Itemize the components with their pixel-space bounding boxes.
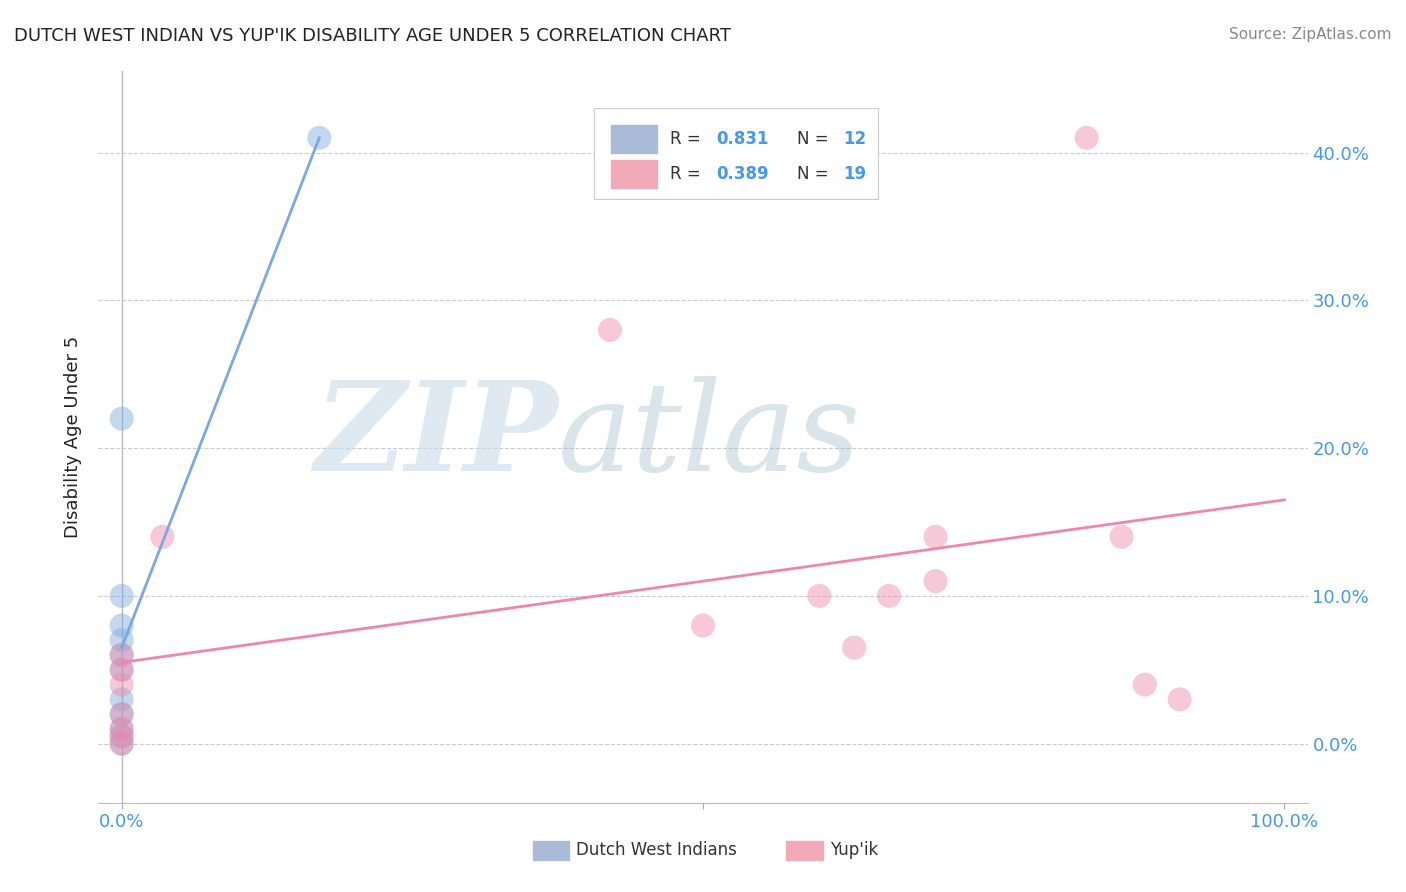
- Point: [924, 574, 946, 589]
- Text: ZIP: ZIP: [314, 376, 558, 498]
- Point: [111, 663, 134, 677]
- Text: Yup'ik: Yup'ik: [830, 841, 879, 859]
- Text: N =: N =: [797, 130, 830, 148]
- Text: R =: R =: [671, 130, 702, 148]
- Point: [111, 663, 134, 677]
- Point: [111, 722, 134, 736]
- Point: [150, 530, 173, 544]
- Point: [111, 729, 134, 743]
- Point: [111, 648, 134, 662]
- Text: 0.831: 0.831: [716, 130, 769, 148]
- FancyBboxPatch shape: [786, 841, 823, 860]
- Point: [111, 737, 134, 751]
- FancyBboxPatch shape: [533, 841, 569, 860]
- Point: [599, 323, 621, 337]
- Point: [111, 633, 134, 648]
- FancyBboxPatch shape: [595, 108, 879, 200]
- Text: atlas: atlas: [558, 376, 862, 498]
- Text: 0.389: 0.389: [716, 165, 769, 183]
- Point: [111, 589, 134, 603]
- Text: R =: R =: [671, 165, 702, 183]
- Text: 12: 12: [844, 130, 866, 148]
- Point: [111, 707, 134, 722]
- Y-axis label: Disability Age Under 5: Disability Age Under 5: [65, 336, 83, 538]
- FancyBboxPatch shape: [612, 160, 657, 187]
- Point: [111, 648, 134, 662]
- Text: N =: N =: [797, 165, 830, 183]
- Point: [111, 707, 134, 722]
- Point: [111, 411, 134, 425]
- Text: Source: ZipAtlas.com: Source: ZipAtlas.com: [1229, 27, 1392, 42]
- Point: [111, 737, 134, 751]
- Text: 19: 19: [844, 165, 866, 183]
- Point: [692, 618, 714, 632]
- Point: [111, 692, 134, 706]
- Point: [1076, 131, 1098, 145]
- Point: [111, 729, 134, 743]
- Point: [1111, 530, 1133, 544]
- Point: [308, 131, 330, 145]
- Text: DUTCH WEST INDIAN VS YUP'IK DISABILITY AGE UNDER 5 CORRELATION CHART: DUTCH WEST INDIAN VS YUP'IK DISABILITY A…: [14, 27, 731, 45]
- Point: [844, 640, 866, 655]
- Point: [111, 618, 134, 632]
- Point: [1168, 692, 1191, 706]
- Point: [924, 530, 946, 544]
- Text: Dutch West Indians: Dutch West Indians: [576, 841, 737, 859]
- Point: [877, 589, 900, 603]
- Point: [111, 722, 134, 736]
- FancyBboxPatch shape: [612, 126, 657, 153]
- Point: [1133, 677, 1156, 691]
- Point: [808, 589, 831, 603]
- Point: [111, 677, 134, 691]
